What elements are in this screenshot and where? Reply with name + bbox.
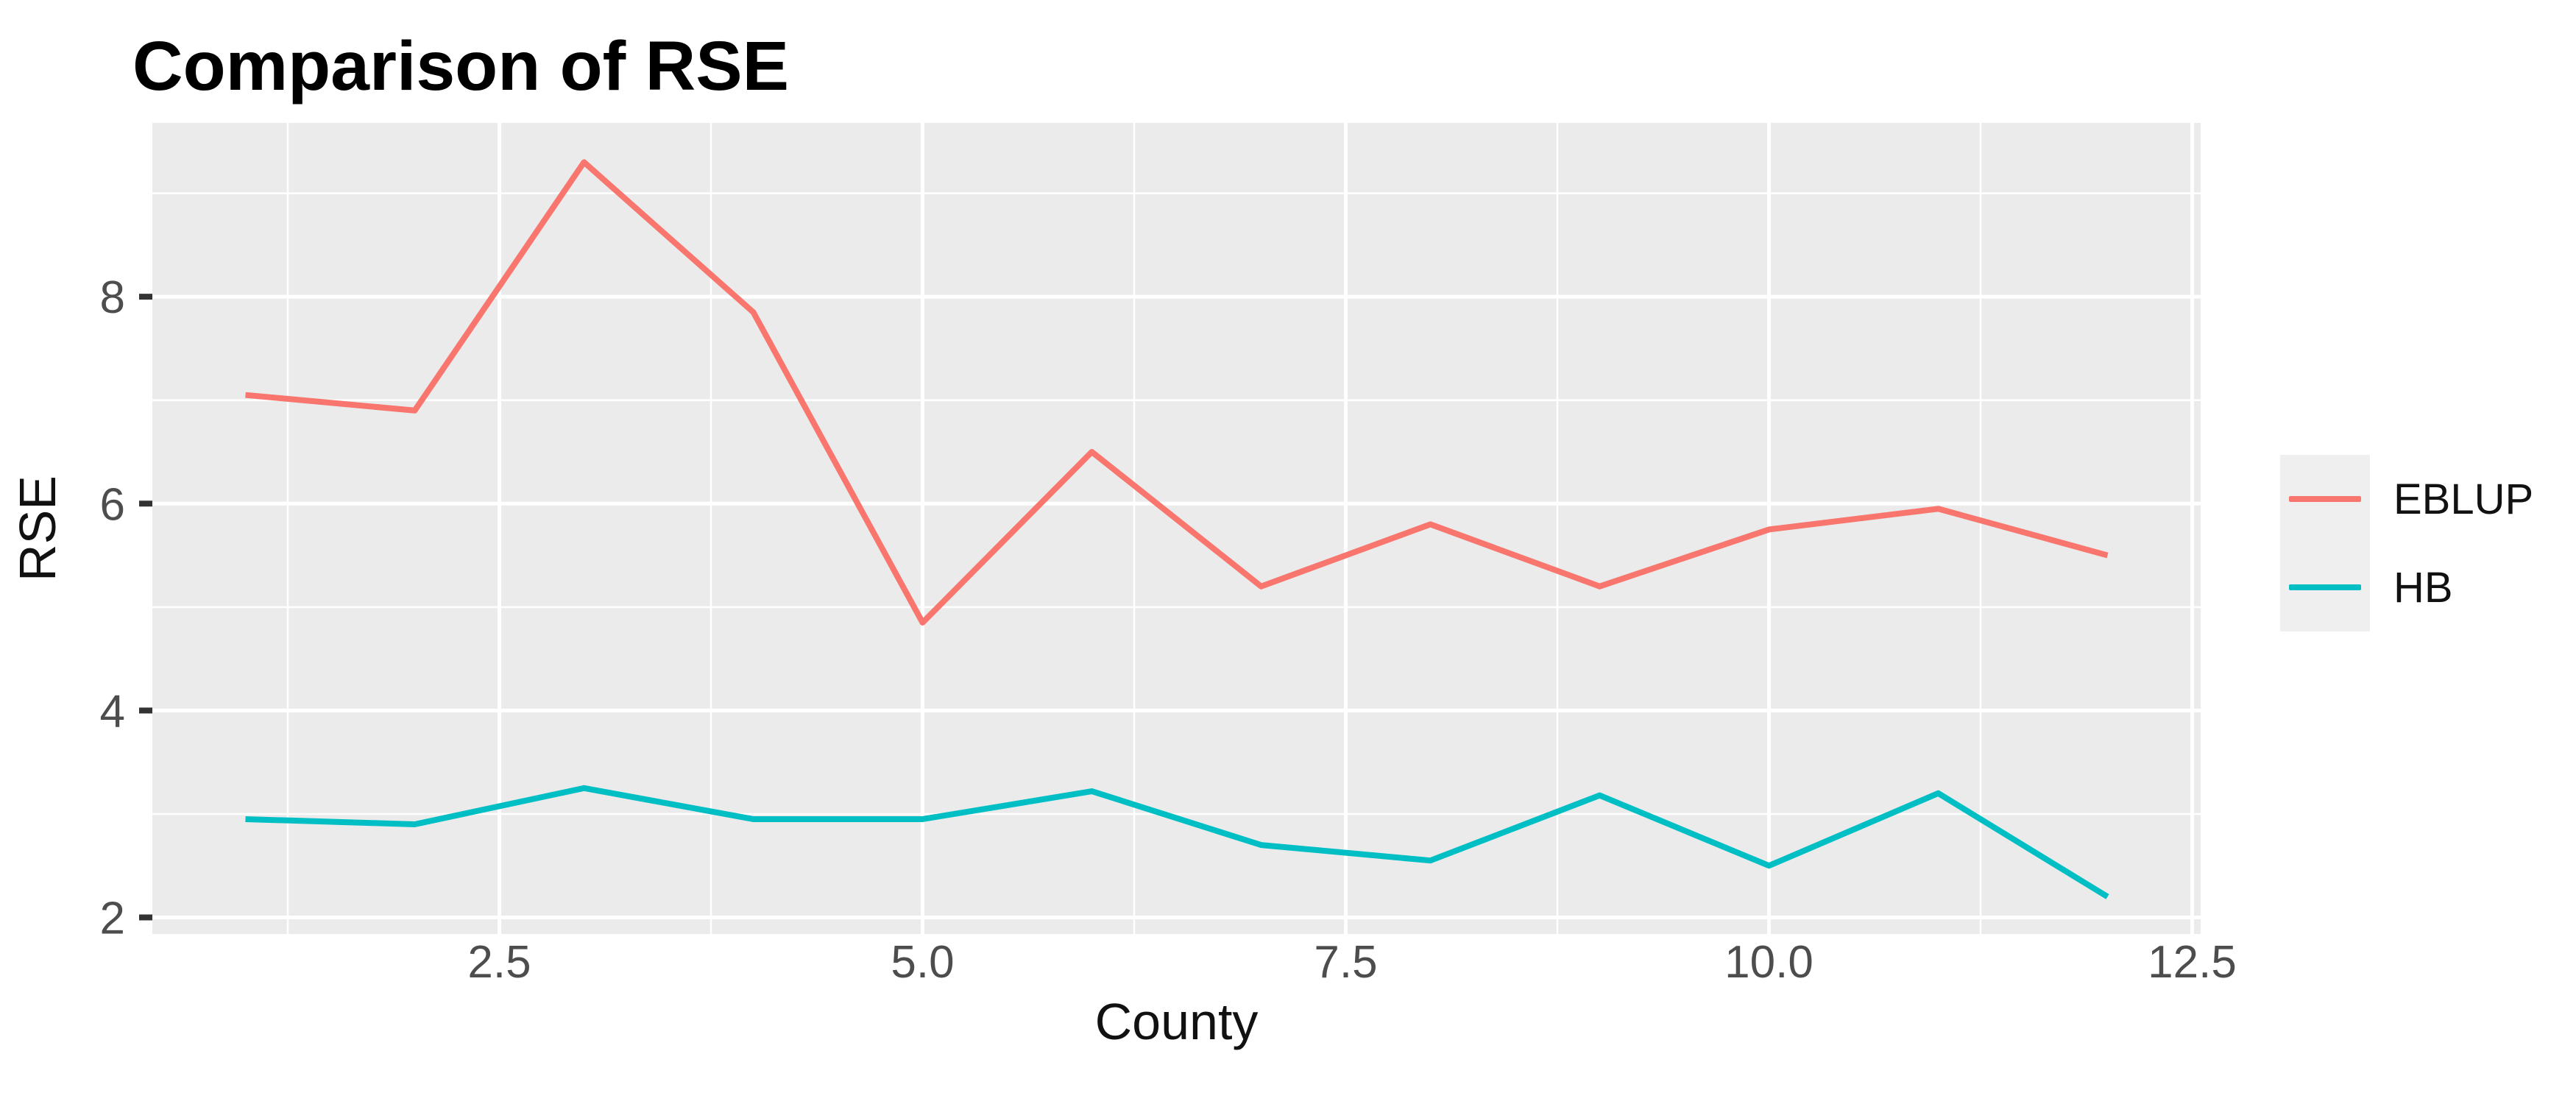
legend-item-eblup: EBLUP xyxy=(2280,455,2533,543)
chart-title: Comparison of RSE xyxy=(132,27,790,105)
legend: EBLUP HB xyxy=(2280,455,2533,631)
series-line-eblup xyxy=(245,159,2109,626)
series-line-hb xyxy=(245,785,2109,899)
x-tick-label: 5.0 xyxy=(891,937,954,988)
x-tick-label: 10.0 xyxy=(1724,937,1814,988)
y-axis-title: RSE xyxy=(9,475,66,581)
panel-background xyxy=(152,123,2201,934)
x-tick-label: 2.5 xyxy=(467,937,531,988)
y-tick-label: 4 xyxy=(100,686,125,737)
y-tick-label: 8 xyxy=(100,272,125,323)
eblup-line-swatch-icon xyxy=(2289,496,2361,502)
x-axis-title: County xyxy=(1095,993,1259,1050)
x-tick-label: 12.5 xyxy=(2148,937,2237,988)
legend-label-eblup: EBLUP xyxy=(2393,475,2534,523)
legend-label-hb: HB xyxy=(2393,563,2453,612)
y-tick-label: 2 xyxy=(100,894,125,944)
legend-key-hb xyxy=(2280,543,2370,631)
legend-key-eblup xyxy=(2280,455,2370,543)
y-tick-label: 6 xyxy=(100,479,125,530)
x-tick-label: 7.5 xyxy=(1314,937,1377,988)
legend-item-hb: HB xyxy=(2280,543,2533,631)
hb-line-swatch-icon xyxy=(2289,584,2361,590)
